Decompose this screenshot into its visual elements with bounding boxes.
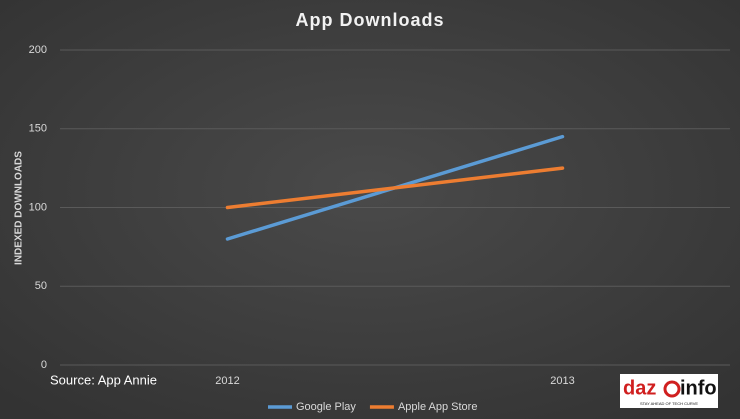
x-tick-label: 2013 bbox=[550, 375, 574, 387]
chart-title: App Downloads bbox=[296, 10, 445, 30]
legend-label: Apple App Store bbox=[398, 401, 478, 413]
y-tick-label: 50 bbox=[35, 280, 47, 292]
logo-left: daz bbox=[623, 377, 656, 399]
x-tick-label: 2012 bbox=[215, 375, 239, 387]
y-tick-label: 100 bbox=[29, 201, 47, 213]
y-tick-label: 0 bbox=[41, 359, 47, 371]
y-tick-label: 200 bbox=[29, 44, 47, 56]
source: Source: App Annie bbox=[50, 372, 157, 387]
y-axis-label: INDEXED DOWNLOADS bbox=[14, 151, 25, 265]
legend-label: Google Play bbox=[296, 401, 356, 413]
logo: daz info STAY AHEAD OF TECH CURVE bbox=[620, 374, 718, 408]
logo-right: info bbox=[680, 377, 717, 399]
logo-icon bbox=[663, 380, 681, 398]
logo-tagline: STAY AHEAD OF TECH CURVE bbox=[640, 401, 698, 406]
logo-box bbox=[620, 374, 718, 408]
y-tick-label: 150 bbox=[29, 123, 47, 135]
series-line bbox=[225, 166, 565, 210]
